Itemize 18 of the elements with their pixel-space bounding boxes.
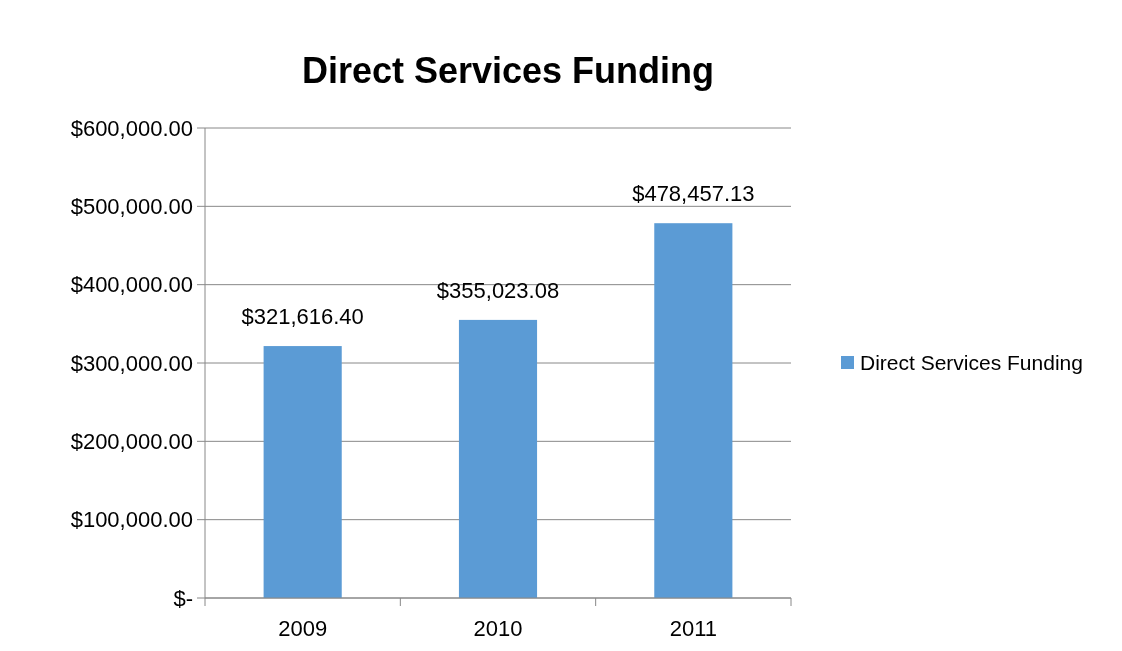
data-label: $355,023.08 — [436, 277, 560, 303]
y-tick-label: $200,000.00 — [70, 429, 193, 455]
chart-title: Direct Services Funding — [301, 50, 715, 91]
bar — [263, 346, 342, 598]
x-tick-label: 2010 — [473, 616, 523, 641]
y-tick-label: $300,000.00 — [70, 350, 193, 376]
y-tick-label: $600,000.00 — [70, 115, 193, 141]
bar — [654, 223, 733, 598]
y-tick-label: $100,000.00 — [70, 507, 193, 533]
data-label: $478,457.13 — [632, 181, 755, 207]
x-tick-label: 2011 — [669, 616, 717, 641]
legend-label: Direct Services Funding — [860, 351, 1083, 375]
y-tick-label: $500,000.00 — [70, 194, 193, 220]
x-tick-label: 2009 — [278, 616, 328, 641]
y-tick-label: $- — [173, 585, 193, 611]
data-label: $321,616.40 — [241, 304, 364, 330]
y-tick-label: $400,000.00 — [70, 272, 193, 298]
bar — [458, 319, 538, 598]
